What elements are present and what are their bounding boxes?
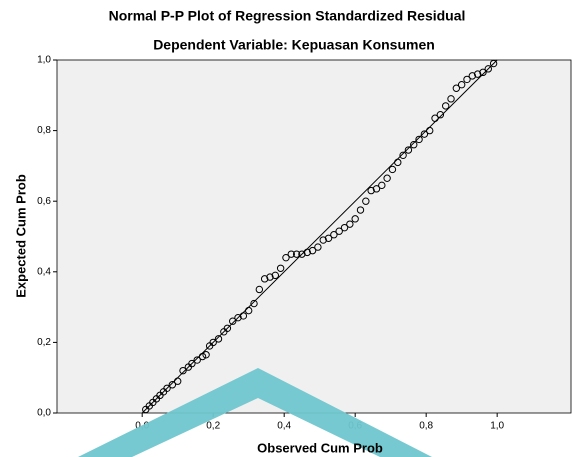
point	[324, 234, 333, 242]
point	[362, 197, 370, 205]
point	[484, 65, 492, 73]
point	[351, 215, 359, 223]
point	[356, 206, 365, 214]
point	[346, 220, 354, 228]
point	[452, 84, 461, 92]
point	[468, 72, 477, 80]
watermark	[78, 368, 432, 457]
point	[202, 351, 210, 359]
y-tick-label: 0,2	[37, 337, 51, 348]
x-tick-label: 0,8	[419, 421, 433, 432]
point	[173, 377, 182, 385]
point	[473, 70, 482, 78]
y-tick-label: 0,4	[37, 266, 51, 277]
chart-subtitle: Dependent Variable: Kepuasan Konsumen	[153, 37, 435, 53]
x-tick-label: 0,4	[277, 421, 291, 432]
point	[260, 275, 269, 283]
x-axis-title: Observed Cum Prob	[257, 440, 383, 455]
point	[372, 185, 381, 193]
point	[193, 356, 201, 364]
point	[314, 243, 322, 251]
point	[447, 95, 455, 103]
x-tick-label: 1,0	[490, 421, 504, 432]
point	[436, 111, 445, 119]
point	[229, 317, 237, 325]
point	[479, 68, 487, 77]
y-tick-label: 0,0	[37, 408, 51, 419]
point	[234, 313, 242, 322]
point	[388, 165, 397, 174]
point	[431, 114, 439, 122]
y-tick-label: 0,8	[37, 125, 51, 136]
point	[394, 158, 402, 167]
point	[276, 264, 285, 272]
plot-area	[56, 59, 572, 414]
point	[198, 352, 207, 361]
point	[163, 384, 171, 392]
point	[168, 381, 177, 389]
point	[489, 59, 498, 68]
point	[340, 223, 349, 232]
point	[214, 335, 223, 343]
point	[463, 75, 471, 84]
point	[239, 312, 248, 320]
point	[255, 285, 264, 294]
point	[399, 151, 407, 160]
point	[457, 81, 466, 89]
point	[335, 227, 343, 235]
point	[404, 146, 413, 154]
point	[415, 135, 423, 144]
point	[308, 246, 317, 255]
point	[383, 174, 391, 182]
point	[426, 126, 434, 135]
point	[330, 231, 338, 239]
point	[292, 250, 301, 258]
point	[179, 366, 187, 375]
y-tick-label: 0,6	[37, 196, 51, 207]
point	[250, 299, 258, 308]
point	[244, 306, 253, 315]
x-tick-label: 0,2	[206, 421, 220, 432]
point	[298, 250, 306, 258]
point	[367, 186, 375, 195]
point	[266, 273, 274, 281]
point	[303, 248, 311, 257]
chart-title: Normal P-P Plot of Regression Standardiz…	[109, 8, 466, 24]
point	[287, 250, 295, 258]
point	[410, 141, 418, 149]
point	[378, 181, 386, 190]
point	[282, 253, 290, 262]
point	[188, 359, 196, 368]
y-axis-title: Expected Cum Prob	[13, 174, 28, 298]
y-tick-label: 1,0	[37, 55, 51, 66]
point	[223, 324, 232, 332]
point	[271, 271, 280, 280]
point	[319, 236, 327, 244]
point	[420, 130, 429, 138]
point	[209, 338, 217, 347]
point	[441, 102, 450, 110]
